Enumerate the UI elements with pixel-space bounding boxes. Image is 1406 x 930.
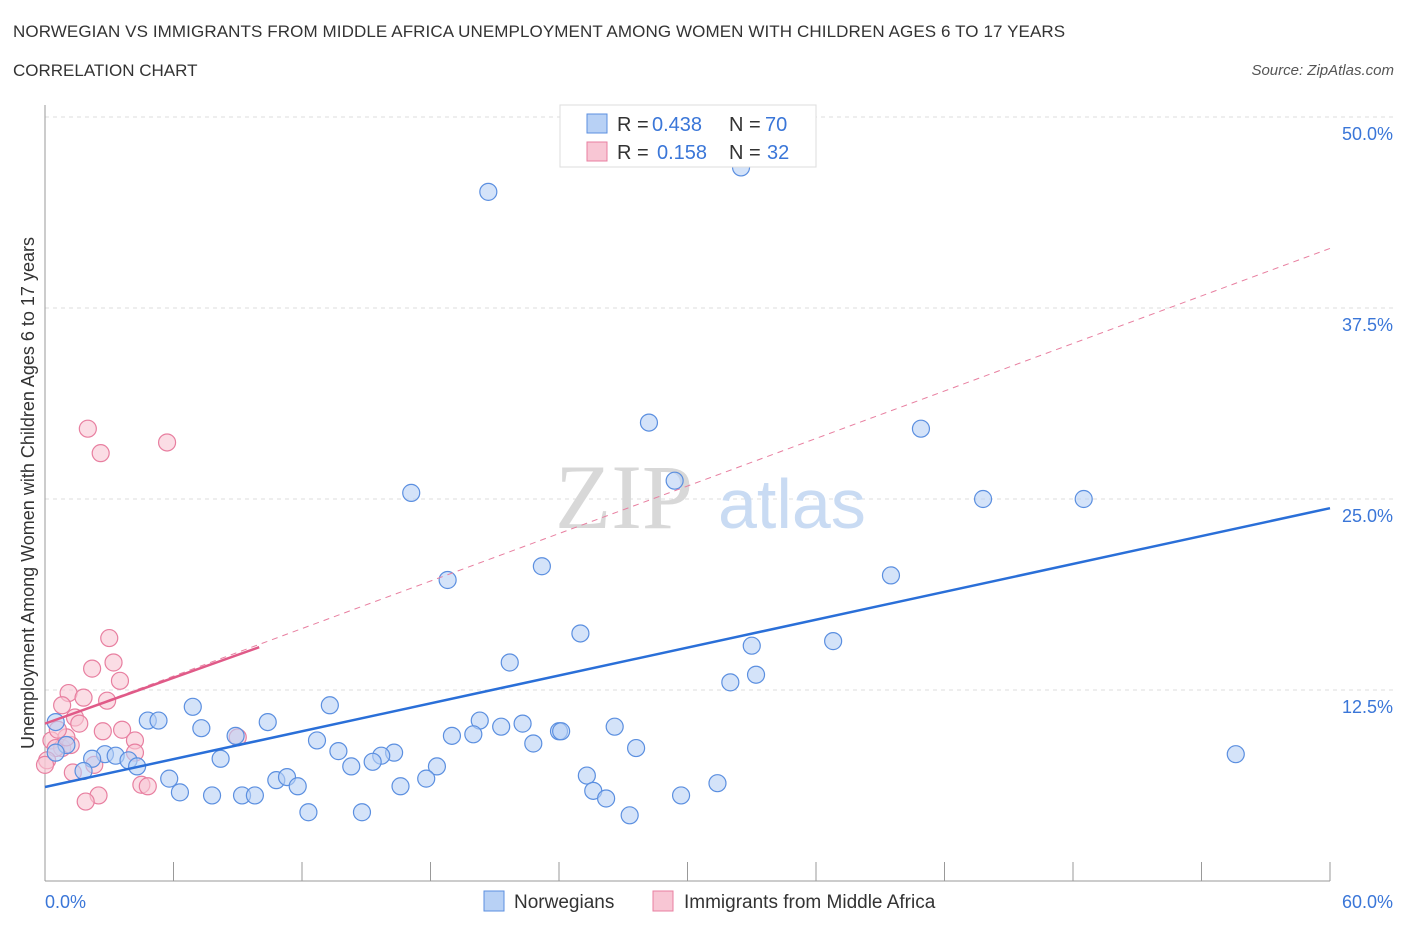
immigrant-point — [74, 688, 93, 707]
x-tick-label: 60.0% — [1342, 892, 1393, 912]
chart-title: NORWEGIAN VS IMMIGRANTS FROM MIDDLE AFRI… — [13, 22, 1066, 41]
norwegian-point — [352, 803, 372, 822]
immigrant-point — [138, 777, 157, 796]
immigrant-point — [110, 671, 130, 690]
norwegian-point — [721, 673, 740, 692]
norwegian-point — [363, 752, 382, 771]
norwegian-point — [639, 413, 659, 432]
norwegian-point — [746, 665, 766, 684]
norwegian-point — [288, 777, 307, 796]
norwegian-point — [671, 786, 691, 805]
norwegian-point — [464, 725, 483, 744]
watermark-atlas: atlas — [718, 465, 866, 543]
norwegian-point — [524, 734, 543, 753]
immigrant-point — [70, 714, 89, 733]
norwegian-point — [342, 757, 361, 776]
norwegian-point — [665, 471, 684, 490]
immigrant-point — [112, 720, 132, 739]
norwegian-point — [258, 712, 277, 732]
n-label: N = — [729, 114, 761, 136]
legend-swatch-immigrants — [652, 890, 674, 912]
norwegian-point — [149, 711, 168, 730]
norwegian-point — [438, 570, 457, 590]
norwegian-point — [552, 722, 571, 741]
norwegian-point — [620, 806, 639, 825]
norwegian-point — [577, 766, 596, 785]
norwegian-point — [911, 419, 931, 438]
norwegian-point — [605, 717, 624, 736]
norwegian-point — [329, 742, 348, 761]
norwegian-point — [626, 738, 646, 758]
norwegian-point — [492, 717, 511, 736]
immigrant-point — [53, 696, 72, 715]
norwegian-point — [202, 786, 222, 805]
x-tick-label: 0.0% — [45, 892, 86, 912]
norwegian-point — [192, 719, 211, 738]
immigrant-point — [157, 433, 177, 452]
y-tick-label: 37.5% — [1342, 315, 1393, 335]
norwegian-point — [245, 786, 264, 805]
norwegian-point — [160, 769, 179, 788]
legend-swatch-pink — [586, 141, 608, 162]
norwegian-point — [479, 182, 498, 201]
norwegian-point — [299, 803, 318, 822]
norwegian-point — [532, 557, 551, 576]
legend-label-norwegians: Norwegians — [514, 892, 614, 913]
norwegian-point — [708, 774, 727, 793]
n-value: 70 — [765, 114, 787, 136]
norwegian-point — [1226, 745, 1245, 764]
norwegian-point — [320, 696, 339, 715]
immigrant-point — [35, 755, 55, 774]
norwegian-point — [571, 624, 590, 643]
legend-label-immigrants: Immigrants from Middle Africa — [684, 892, 936, 913]
norwegian-point — [402, 483, 421, 502]
norwegian-point — [183, 697, 202, 716]
norwegian-point — [307, 731, 327, 750]
stats-legend: R = 0.438 N = 70 R = 0.158 N = 32 — [559, 104, 817, 168]
source-label: Source: ZipAtlas.com — [1251, 62, 1394, 79]
norwegian-point — [442, 726, 462, 745]
r-label: R = — [617, 142, 649, 164]
y-axis-label: Unemployment Among Women with Children A… — [18, 237, 38, 749]
legend-swatch-norwegians — [483, 890, 505, 912]
immigrant-point — [104, 653, 123, 672]
immigrant-trend-extension — [44, 247, 1331, 725]
chart-subtitle: CORRELATION CHART — [13, 61, 198, 80]
norwegian-point — [881, 566, 901, 585]
watermark-zip: ZIP — [555, 446, 693, 548]
norwegian-point — [973, 489, 993, 509]
norwegian-trend-line — [44, 506, 1331, 789]
norwegian-point — [500, 653, 519, 672]
y-tick-label: 25.0% — [1342, 506, 1393, 526]
immigrant-point — [83, 659, 102, 678]
norwegian-point — [226, 726, 245, 745]
n-label: N = — [729, 142, 761, 164]
norwegian-point — [391, 777, 410, 796]
immigrant-trend-line — [44, 646, 260, 725]
norwegian-point — [46, 743, 65, 762]
norwegian-point — [211, 749, 230, 768]
norwegian-point — [1074, 489, 1093, 509]
norwegian-point — [824, 632, 843, 651]
immigrant-point — [93, 722, 112, 741]
immigrant-point — [100, 628, 119, 648]
norwegian-point — [597, 789, 616, 808]
immigrant-point — [78, 419, 97, 438]
y-tick-label: 12.5% — [1342, 697, 1393, 717]
y-tick-label: 50.0% — [1342, 124, 1393, 144]
r-value: 0.438 — [652, 114, 702, 136]
r-value: 0.158 — [657, 142, 707, 164]
norwegian-point — [513, 714, 532, 733]
n-value: 32 — [767, 142, 789, 164]
norwegian-point — [427, 757, 447, 776]
r-label: R = — [617, 114, 649, 136]
norwegian-point — [417, 769, 436, 788]
immigrant-point — [91, 444, 110, 463]
norwegian-point — [170, 783, 190, 802]
norwegian-point — [742, 636, 761, 655]
legend-swatch-blue — [586, 113, 608, 134]
immigrant-point — [76, 792, 95, 811]
bottom-legend: Norwegians Immigrants from Middle Africa — [483, 890, 936, 913]
